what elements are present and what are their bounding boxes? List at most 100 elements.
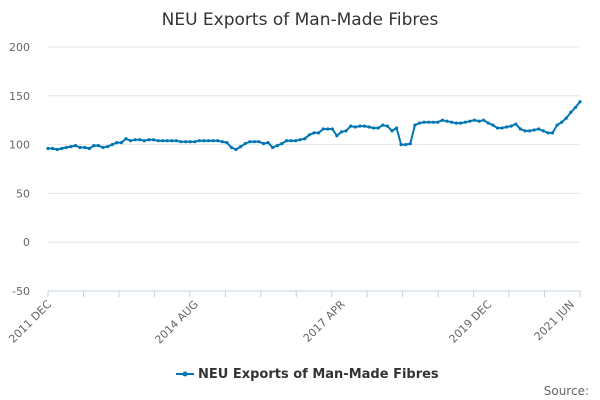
- data-point[interactable]: [73, 144, 78, 148]
- data-point[interactable]: [156, 139, 160, 143]
- data-point[interactable]: [64, 145, 68, 150]
- data-point[interactable]: [294, 139, 298, 143]
- data-point[interactable]: [573, 105, 578, 110]
- data-point[interactable]: [92, 144, 96, 148]
- data-point[interactable]: [560, 120, 564, 124]
- data-point[interactable]: [339, 130, 344, 134]
- data-point[interactable]: [518, 127, 523, 131]
- data-point[interactable]: [151, 138, 156, 142]
- data-point[interactable]: [307, 133, 311, 137]
- data-point[interactable]: [124, 137, 128, 141]
- data-point[interactable]: [399, 143, 403, 147]
- data-point[interactable]: [317, 131, 321, 135]
- data-point[interactable]: [330, 127, 334, 131]
- legend[interactable]: NEU Exports of Man-Made Fibres: [176, 367, 439, 382]
- data-point[interactable]: [193, 140, 197, 144]
- data-point[interactable]: [239, 145, 243, 149]
- data-point[interactable]: [206, 139, 211, 143]
- data-point[interactable]: [385, 124, 389, 128]
- data-point[interactable]: [537, 127, 541, 131]
- data-point[interactable]: [298, 138, 302, 142]
- data-point[interactable]: [280, 142, 284, 146]
- data-point[interactable]: [349, 124, 353, 128]
- data-point[interactable]: [243, 142, 247, 146]
- data-point[interactable]: [486, 121, 490, 125]
- data-point[interactable]: [523, 129, 527, 133]
- data-point[interactable]: [445, 119, 449, 123]
- data-point[interactable]: [541, 129, 545, 133]
- data-point[interactable]: [262, 142, 266, 146]
- data-point[interactable]: [46, 146, 50, 151]
- data-point[interactable]: [60, 146, 64, 151]
- data-point[interactable]: [550, 131, 555, 135]
- data-point[interactable]: [197, 139, 201, 143]
- data-point[interactable]: [142, 139, 146, 143]
- data-point[interactable]: [491, 123, 495, 127]
- data-point[interactable]: [376, 126, 380, 130]
- data-point[interactable]: [569, 110, 573, 114]
- data-point[interactable]: [404, 143, 408, 147]
- data-point[interactable]: [78, 145, 82, 150]
- data-point[interactable]: [303, 137, 307, 141]
- data-point[interactable]: [477, 119, 481, 123]
- data-point[interactable]: [372, 126, 376, 130]
- data-point[interactable]: [161, 139, 165, 143]
- data-point[interactable]: [179, 140, 183, 144]
- data-point[interactable]: [395, 126, 399, 130]
- data-point[interactable]: [271, 145, 275, 150]
- data-point[interactable]: [472, 118, 477, 122]
- data-point[interactable]: [248, 140, 252, 144]
- data-point[interactable]: [69, 145, 73, 149]
- data-point[interactable]: [495, 126, 499, 130]
- data-point[interactable]: [202, 139, 206, 143]
- data-point[interactable]: [422, 120, 426, 124]
- data-point[interactable]: [431, 120, 435, 124]
- data-point[interactable]: [362, 124, 366, 128]
- data-point[interactable]: [106, 145, 110, 149]
- data-point[interactable]: [514, 122, 518, 126]
- data-point[interactable]: [367, 125, 371, 129]
- data-point[interactable]: [353, 125, 357, 129]
- data-point[interactable]: [284, 139, 289, 143]
- data-point[interactable]: [211, 139, 215, 143]
- data-point[interactable]: [546, 131, 550, 135]
- data-point[interactable]: [96, 144, 100, 148]
- data-point[interactable]: [266, 141, 270, 145]
- data-point[interactable]: [450, 120, 454, 124]
- data-point[interactable]: [459, 121, 463, 125]
- data-point[interactable]: [509, 124, 513, 128]
- data-point[interactable]: [500, 126, 504, 130]
- data-point[interactable]: [454, 121, 458, 125]
- data-point[interactable]: [555, 123, 559, 127]
- data-point[interactable]: [188, 140, 192, 144]
- data-point[interactable]: [174, 139, 178, 143]
- data-point[interactable]: [257, 140, 261, 144]
- data-point[interactable]: [115, 141, 119, 145]
- data-point[interactable]: [358, 124, 362, 128]
- data-point[interactable]: [119, 141, 123, 145]
- data-point[interactable]: [275, 144, 279, 148]
- data-point[interactable]: [482, 118, 486, 122]
- data-point[interactable]: [381, 123, 385, 127]
- data-point[interactable]: [229, 145, 233, 150]
- data-point[interactable]: [468, 119, 472, 123]
- data-point[interactable]: [312, 131, 316, 135]
- data-point[interactable]: [578, 100, 582, 104]
- data-point[interactable]: [564, 116, 568, 120]
- data-point[interactable]: [101, 145, 105, 150]
- data-point[interactable]: [344, 129, 348, 133]
- data-point[interactable]: [463, 120, 467, 124]
- data-point[interactable]: [408, 142, 412, 146]
- data-point[interactable]: [413, 123, 417, 127]
- data-point[interactable]: [129, 139, 133, 143]
- data-point[interactable]: [335, 134, 339, 138]
- data-point[interactable]: [326, 127, 330, 131]
- data-point[interactable]: [87, 146, 91, 151]
- data-point[interactable]: [289, 139, 293, 143]
- data-point[interactable]: [170, 139, 174, 143]
- data-point[interactable]: [532, 128, 536, 132]
- data-point[interactable]: [505, 125, 509, 129]
- data-point[interactable]: [220, 140, 224, 144]
- data-point[interactable]: [51, 146, 55, 151]
- data-point[interactable]: [390, 129, 394, 133]
